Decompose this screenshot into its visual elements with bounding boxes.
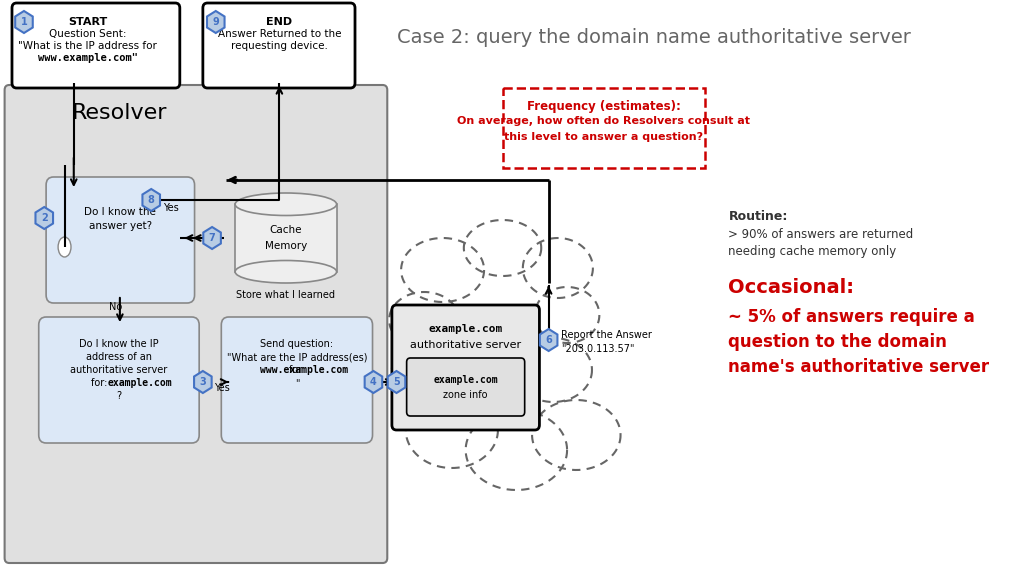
Text: 9: 9: [212, 17, 219, 27]
Text: "What are the IP address(es): "What are the IP address(es): [226, 352, 368, 362]
Bar: [503, 88, 706, 168]
Text: Memory: Memory: [265, 241, 307, 251]
Text: Answer Returned to the: Answer Returned to the: [218, 29, 341, 39]
Polygon shape: [540, 329, 557, 351]
Text: Send question:: Send question:: [260, 339, 334, 349]
Text: ~ 5% of answers require a: ~ 5% of answers require a: [728, 308, 975, 326]
FancyBboxPatch shape: [46, 177, 195, 303]
Text: "What is the IP address for: "What is the IP address for: [18, 41, 157, 51]
Text: authoritative server: authoritative server: [410, 340, 521, 350]
Text: zone info: zone info: [443, 390, 487, 400]
Text: ": ": [295, 378, 299, 388]
Polygon shape: [365, 371, 382, 393]
Polygon shape: [195, 371, 212, 393]
Text: example.com: example.com: [433, 375, 498, 385]
Text: Occasional:: Occasional:: [728, 278, 854, 297]
Text: example.com: example.com: [428, 324, 503, 334]
Text: 4: 4: [370, 377, 377, 387]
Text: On average, how often do Resolvers consult at: On average, how often do Resolvers consu…: [458, 116, 751, 126]
Text: question to the domain: question to the domain: [728, 333, 947, 351]
Text: 8: 8: [147, 195, 155, 205]
Text: this level to answer a question?: this level to answer a question?: [505, 132, 703, 142]
Text: > 90% of answers are returned: > 90% of answers are returned: [728, 228, 913, 241]
Text: Routine:: Routine:: [728, 210, 787, 223]
Text: 3: 3: [200, 377, 206, 387]
Polygon shape: [207, 11, 224, 33]
Text: Resolver: Resolver: [72, 103, 168, 123]
Text: example.com: example.com: [108, 378, 172, 388]
Ellipse shape: [58, 237, 71, 257]
Text: Do I know the IP: Do I know the IP: [79, 339, 159, 349]
Text: 6: 6: [545, 335, 552, 345]
Text: Case 2: query the domain name authoritative server: Case 2: query the domain name authoritat…: [396, 28, 910, 47]
Text: START: START: [68, 17, 108, 27]
Text: name's authoritative server: name's authoritative server: [728, 358, 989, 376]
Polygon shape: [142, 189, 160, 211]
Text: ?: ?: [117, 391, 122, 401]
FancyBboxPatch shape: [12, 3, 180, 88]
Text: Do I know the: Do I know the: [84, 207, 157, 217]
Text: www.example.com": www.example.com": [38, 53, 137, 63]
Polygon shape: [388, 371, 406, 393]
Text: 5: 5: [393, 377, 400, 387]
Text: 1: 1: [20, 17, 28, 27]
Text: Cache: Cache: [269, 225, 302, 235]
Text: www.example.com: www.example.com: [260, 365, 348, 375]
Text: for: for: [289, 365, 305, 375]
FancyBboxPatch shape: [39, 317, 200, 443]
Polygon shape: [36, 207, 53, 229]
Text: requesting device.: requesting device.: [231, 41, 328, 51]
FancyBboxPatch shape: [203, 3, 355, 88]
Text: Report the Answer: Report the Answer: [560, 330, 651, 340]
Text: Question Sent:: Question Sent:: [49, 29, 126, 39]
Text: Yes: Yes: [163, 203, 179, 213]
Ellipse shape: [236, 193, 337, 215]
Text: address of an: address of an: [86, 352, 152, 362]
FancyBboxPatch shape: [5, 85, 387, 563]
Text: END: END: [266, 17, 293, 27]
Text: 2: 2: [41, 213, 48, 223]
Text: No: No: [109, 302, 122, 312]
Ellipse shape: [236, 261, 337, 283]
Text: "203.0.113.57": "203.0.113.57": [560, 344, 634, 354]
Text: Store what I learned: Store what I learned: [237, 290, 335, 300]
Text: authoritative server: authoritative server: [71, 365, 168, 375]
Text: 7: 7: [209, 233, 215, 243]
Bar: [236, 204, 337, 272]
Text: needing cache memory only: needing cache memory only: [728, 245, 897, 258]
Polygon shape: [15, 11, 33, 33]
Text: for:: for:: [91, 378, 111, 388]
Polygon shape: [204, 227, 221, 249]
Text: answer yet?: answer yet?: [89, 221, 152, 231]
FancyBboxPatch shape: [407, 358, 524, 416]
Text: Yes: Yes: [214, 383, 229, 393]
FancyBboxPatch shape: [392, 305, 540, 430]
Text: Frequency (estimates):: Frequency (estimates):: [527, 100, 681, 113]
FancyBboxPatch shape: [221, 317, 373, 443]
